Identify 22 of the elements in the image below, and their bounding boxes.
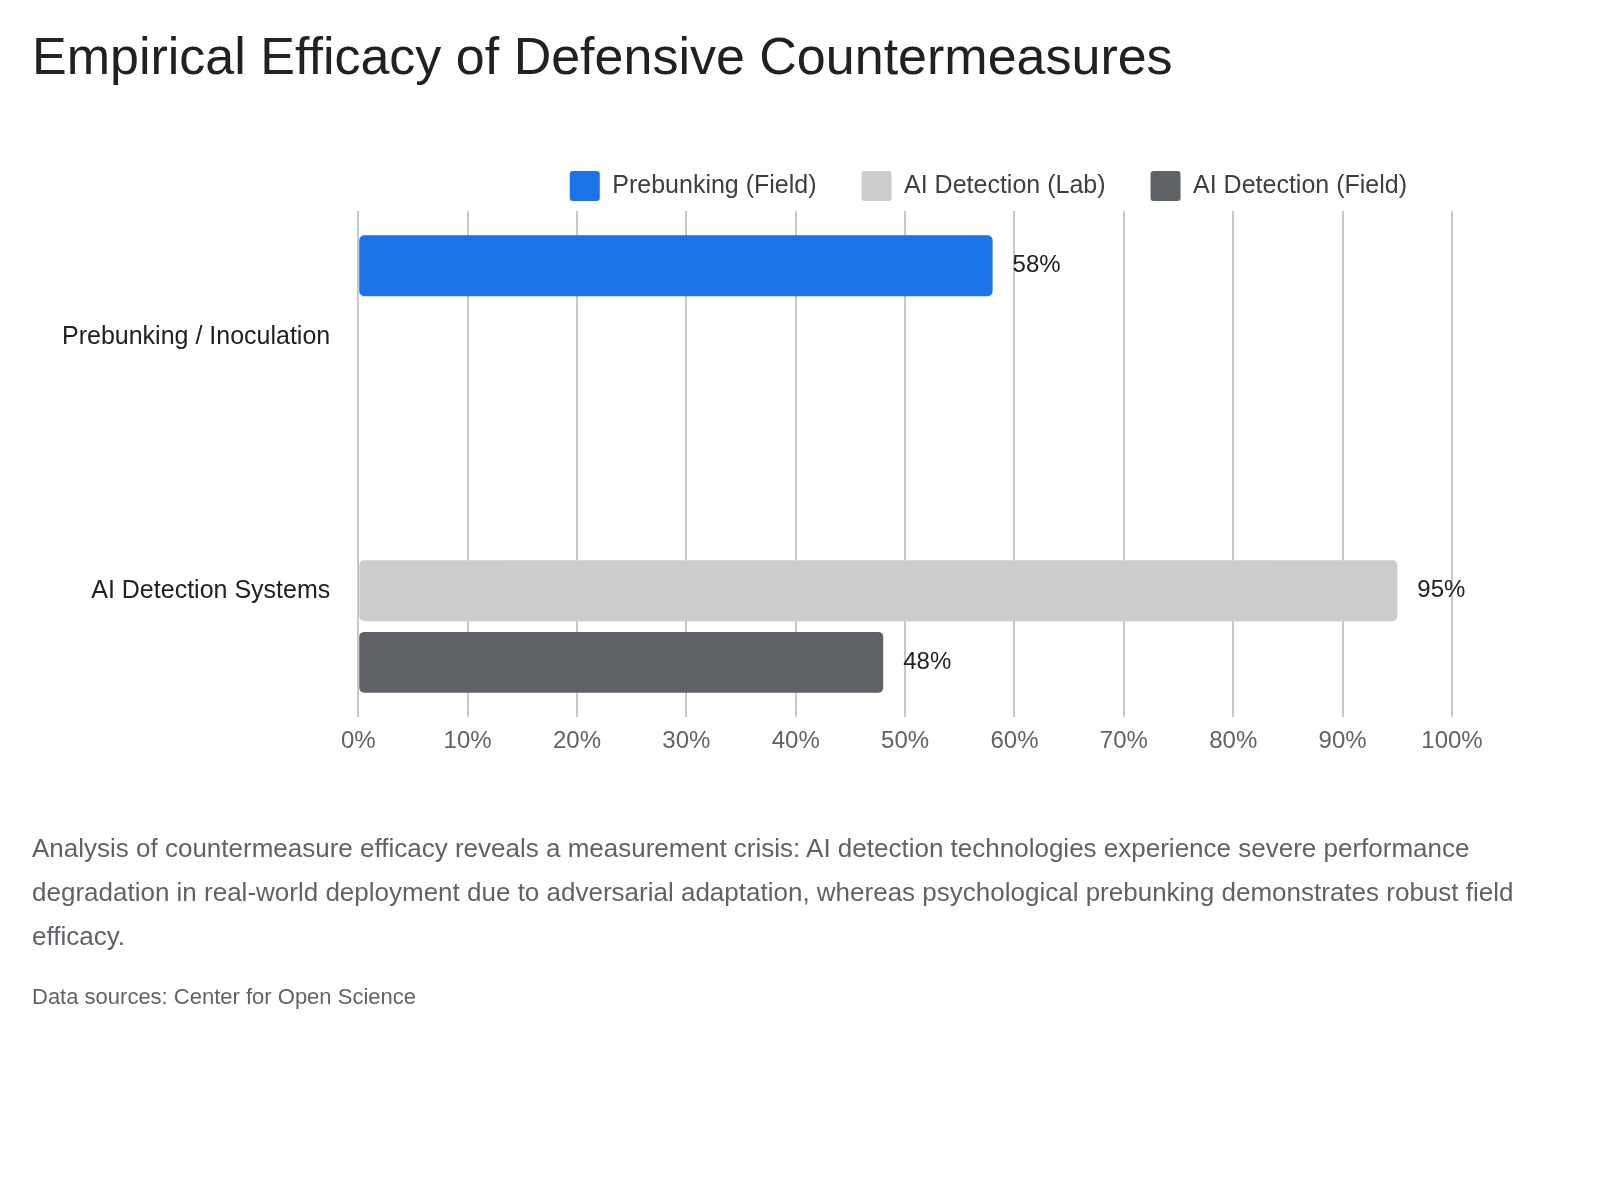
x-tick-label: 60% [990,726,1039,754]
x-tick-label: 90% [1318,726,1367,754]
legend-label: AI Detection (Lab) [904,169,1106,198]
chart-title: Empirical Efficacy of Defensive Countermeasures [32,26,1174,86]
y-tick-label: Prebunking / Inoculation [61,321,331,350]
data-label: 58% [1012,250,1061,278]
x-tick-label: 50% [881,726,930,754]
x-tick-label: 0% [340,726,376,754]
x-tick-label: 80% [1209,726,1258,754]
x-tick-label: 20% [552,726,602,754]
text: Analysis of countermeasure efficacy reveals a measurement crisis: AI detection technologies experience severe performance degradation in real-world deployment due to adversarial adaptation, whereas psychological prebunking demonstrates robust field efficacy. [32,832,1515,953]
legend-label: Prebunking (Field) [612,169,817,198]
y-tick-label: AI Detection Systems [91,574,331,603]
x-tick-label: 40% [771,726,820,754]
x-tick-label: 30% [662,726,711,754]
data-label: 48% [903,646,952,674]
x-tick-label: 70% [1099,726,1148,754]
x-tick-label: 10% [443,726,492,754]
legend-label: AI Detection (Field) [1193,169,1407,198]
x-tick-label: 100% [1421,726,1483,754]
text: Data sources: Center for Open Science [32,983,417,1011]
data-label: 95% [1417,575,1466,603]
